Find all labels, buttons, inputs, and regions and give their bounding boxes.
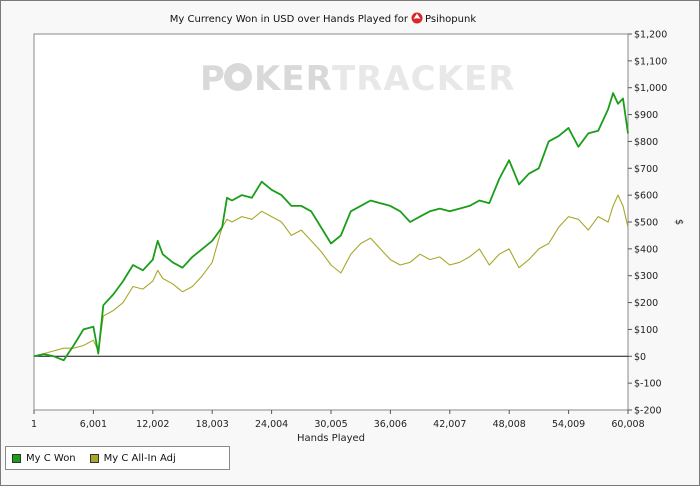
legend-label-won: My C Won bbox=[26, 452, 76, 464]
player-logo-icon bbox=[411, 12, 423, 24]
player-name: Psihopunk bbox=[425, 14, 476, 25]
y-axis-ticks: $1,200 $1,100 $1,000 $900 $800 $700 $600 $500 $4… bbox=[628, 30, 667, 417]
watermark-tracker: TRACKER bbox=[332, 59, 515, 99]
watermark-p: P bbox=[200, 59, 226, 99]
y-tick-label: $700 bbox=[634, 164, 658, 175]
x-tick-label: 30,005 bbox=[314, 419, 347, 430]
y-tick-label: $0 bbox=[634, 352, 646, 363]
x-tick-label: 12,002 bbox=[136, 419, 169, 430]
chip-icon bbox=[224, 63, 252, 91]
pokertracker-watermark: P KER TRACKER bbox=[200, 59, 515, 99]
legend-item-allin: My C All-In Adj bbox=[89, 452, 176, 464]
y-tick-label: $-100 bbox=[634, 379, 662, 390]
x-tick-label: 1 bbox=[31, 419, 37, 430]
x-tick-label: 24,004 bbox=[255, 419, 288, 430]
y-tick-label: $1,000 bbox=[634, 83, 667, 94]
y-tick-label: $1,200 bbox=[634, 30, 667, 41]
x-tick-label: 60,008 bbox=[611, 419, 644, 430]
y-axis-label: $ bbox=[673, 219, 684, 225]
plot-area bbox=[33, 33, 629, 411]
x-tick-label: 36,006 bbox=[374, 419, 407, 430]
y-tick-label: $900 bbox=[634, 110, 658, 121]
legend-label-allin: My C All-In Adj bbox=[103, 452, 176, 464]
series-layer bbox=[33, 92, 629, 362]
y-tick-label: $100 bbox=[634, 325, 658, 336]
series-line-c-won bbox=[33, 92, 629, 362]
x-axis-ticks: 1 6,001 12,002 18,003 24,004 30,005 36,006 42,0… bbox=[31, 410, 645, 430]
y-tick-label: $500 bbox=[634, 218, 658, 229]
legend-swatch-allin bbox=[89, 453, 99, 463]
x-tick-label: 18,003 bbox=[196, 419, 229, 430]
chart-title: My Currency Won in USD over Hands Played… bbox=[170, 14, 409, 25]
y-tick-label: $-200 bbox=[634, 406, 662, 417]
legend-swatch-won bbox=[12, 453, 21, 463]
x-axis-label: Hands Played bbox=[297, 433, 365, 444]
y-tick-label: $600 bbox=[634, 191, 658, 202]
y-tick-label: $400 bbox=[634, 244, 658, 255]
legend: My C Won My C All-In Adj bbox=[5, 446, 230, 470]
x-tick-label: 54,009 bbox=[552, 419, 585, 430]
y-tick-label: $300 bbox=[634, 271, 658, 282]
x-tick-label: 42,007 bbox=[433, 419, 466, 430]
y-tick-label: $200 bbox=[634, 298, 658, 309]
y-tick-label: $800 bbox=[634, 137, 658, 148]
y-tick-label: $1,100 bbox=[634, 56, 667, 67]
x-tick-label: 6,001 bbox=[80, 419, 107, 430]
legend-item-won: My C Won bbox=[12, 453, 76, 464]
x-tick-label: 48,008 bbox=[493, 419, 526, 430]
series-line-c-allin-adj bbox=[33, 194, 629, 357]
watermark-ker: KER bbox=[254, 59, 333, 99]
